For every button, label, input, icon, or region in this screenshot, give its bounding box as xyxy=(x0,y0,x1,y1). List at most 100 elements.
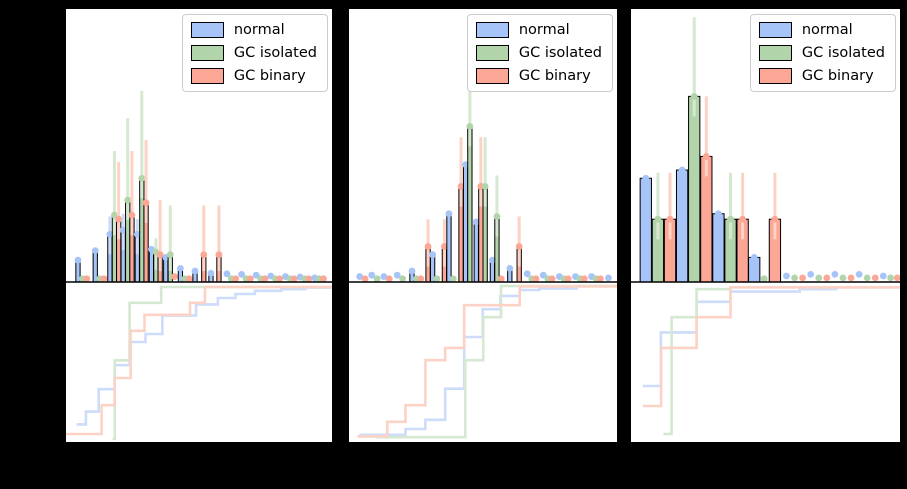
error-dot-normal xyxy=(750,254,758,261)
bar-normal xyxy=(462,164,469,283)
error-dot-gc_binary xyxy=(580,275,588,283)
panel-right: normal GC isolated GC binary xyxy=(630,8,901,443)
legend: normal GC isolated GC binary xyxy=(181,14,328,92)
error-dot-gc_binary xyxy=(115,215,123,223)
error-dot-normal xyxy=(855,270,863,278)
error-dot-gc_binary xyxy=(215,251,223,259)
legend-item-normal: normal xyxy=(475,22,602,38)
error-dot-normal xyxy=(807,270,815,278)
error-dot-normal xyxy=(429,251,437,259)
bar-normal xyxy=(712,213,725,283)
error-dot-normal xyxy=(642,174,650,182)
error-dot-normal xyxy=(506,264,514,272)
legend-item-gc-isolated: GC isolated xyxy=(190,45,317,61)
error-dot-gc_binary xyxy=(417,275,425,283)
error-dot-normal xyxy=(74,256,82,264)
error-dot-gc_binary xyxy=(515,243,523,250)
error-dot-gc_binary xyxy=(185,275,193,283)
error-dot-gc_isolated xyxy=(166,251,174,259)
legend-swatch-gc-binary xyxy=(190,68,224,84)
error-dot-normal xyxy=(783,272,790,280)
legend-swatch-normal xyxy=(190,22,224,38)
legend-swatch-gc-binary xyxy=(475,68,509,84)
legend-swatch-gc-binary xyxy=(758,68,792,84)
error-dot-normal xyxy=(715,210,722,218)
error-dot-gc_isolated xyxy=(654,215,662,223)
error-dot-gc_binary xyxy=(320,275,327,283)
error-dot-gc_binary xyxy=(261,275,269,283)
error-dot-gc_binary xyxy=(799,274,807,282)
error-dot-gc_isolated xyxy=(791,274,798,282)
error-dot-gc_binary xyxy=(893,274,900,282)
legend-swatch-normal xyxy=(758,22,792,38)
bar-normal xyxy=(446,213,452,283)
legend-item-gc-isolated: GC isolated xyxy=(758,44,885,61)
legend-label: GC isolated xyxy=(518,44,602,61)
bar-gc_isolated xyxy=(688,95,701,283)
error-dot-gc_binary xyxy=(142,199,150,207)
bar-normal xyxy=(639,177,652,283)
error-dot-normal xyxy=(223,270,231,278)
legend-swatch-gc-isolated xyxy=(475,45,509,61)
legend: normal GC isolated GC binary xyxy=(749,14,896,92)
chart-left xyxy=(66,90,332,441)
legend-item-normal: normal xyxy=(190,22,317,38)
error-dot-normal xyxy=(176,264,184,272)
legend-label: GC binary xyxy=(801,67,874,84)
error-dot-gc_isolated xyxy=(124,196,132,204)
error-dot-gc_binary xyxy=(171,273,178,280)
bar-gc_isolated xyxy=(467,125,473,283)
error-dot-gc_binary xyxy=(246,275,254,283)
error-dot-gc_isolated xyxy=(690,92,698,100)
error-dot-gc_isolated xyxy=(449,275,457,283)
error-dot-normal xyxy=(472,218,480,226)
legend-item-gc-isolated: GC isolated xyxy=(475,44,602,61)
error-dot-gc_isolated xyxy=(815,274,823,282)
error-dot-gc_binary xyxy=(497,275,505,283)
panel-middle: normal GC isolated GC binary xyxy=(348,8,618,443)
bar-normal xyxy=(675,169,689,283)
error-dot-gc_binary xyxy=(532,275,540,283)
error-dot-gc_binary xyxy=(596,275,604,283)
legend-label: normal xyxy=(801,21,853,38)
legend-label: GC isolated xyxy=(801,44,885,61)
error-dot-gc_isolated xyxy=(481,183,489,190)
error-dot-normal xyxy=(523,270,531,278)
error-dot-gc_binary xyxy=(771,215,779,223)
error-dot-normal xyxy=(488,256,496,264)
cdf-line-gc_isolated xyxy=(663,285,900,436)
legend-label: GC binary xyxy=(233,67,306,84)
error-dot-gc_binary xyxy=(100,275,108,283)
error-dot-gc_binary xyxy=(290,275,298,283)
error-dot-normal xyxy=(368,271,376,279)
panel-left: normal GC isolated GC binary xyxy=(65,8,333,443)
legend-item-gc-binary: GC binary xyxy=(475,68,602,84)
error-dot-normal xyxy=(356,273,364,280)
cdf-line-gc_isolated xyxy=(112,285,332,441)
error-dot-gc_isolated xyxy=(111,211,118,219)
cdf-line-gc_binary xyxy=(66,285,332,436)
error-dot-gc_isolated xyxy=(373,275,381,283)
error-dot-gc_binary xyxy=(128,211,136,219)
error-dot-gc_binary xyxy=(548,275,556,283)
error-dot-normal xyxy=(191,267,199,275)
error-dot-gc_binary xyxy=(424,243,432,250)
error-dot-normal xyxy=(91,247,99,255)
chart-right xyxy=(631,17,900,436)
cdf-line-normal xyxy=(359,284,617,437)
legend-swatch-gc-isolated xyxy=(758,45,792,61)
error-dot-normal xyxy=(380,273,388,280)
cdf-line-gc_binary xyxy=(357,285,617,438)
error-dot-gc_isolated xyxy=(138,174,146,182)
cdf-line-normal xyxy=(642,285,900,388)
error-dot-gc_binary xyxy=(156,251,164,259)
cdf-line-gc_isolated xyxy=(375,284,617,439)
error-dot-gc_binary xyxy=(871,274,879,282)
bar-normal xyxy=(748,256,761,283)
legend-item-gc-binary: GC binary xyxy=(190,67,317,84)
error-dot-gc_isolated xyxy=(760,275,768,283)
error-dot-gc_binary xyxy=(739,215,747,223)
error-dot-gc_binary xyxy=(564,275,572,283)
error-dot-gc_isolated xyxy=(839,274,847,282)
error-dot-normal xyxy=(238,270,245,278)
